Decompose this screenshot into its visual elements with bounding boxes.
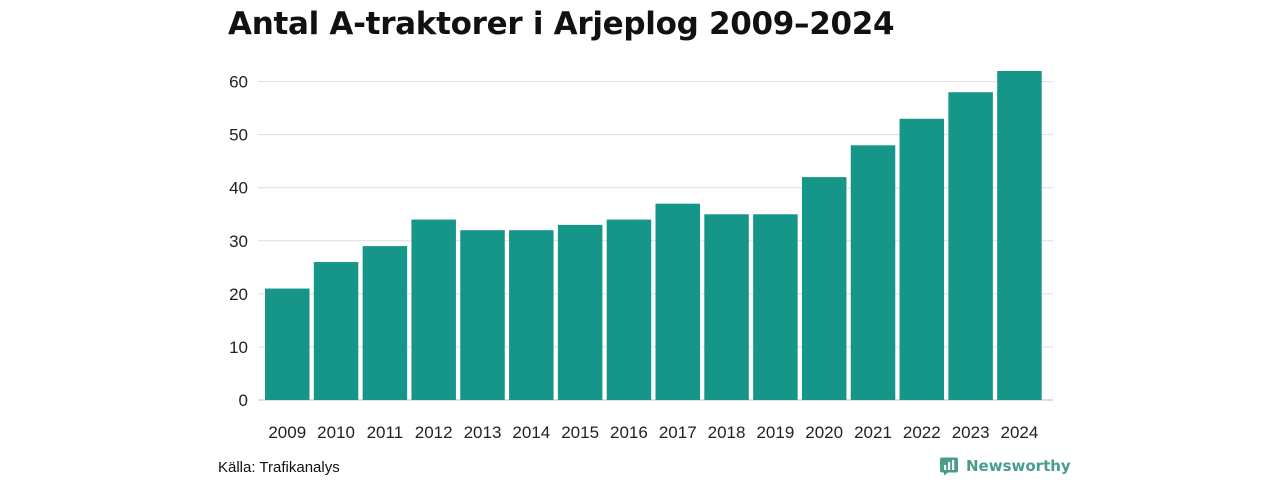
bar bbox=[753, 214, 798, 400]
bar bbox=[948, 92, 993, 401]
x-tick-label: 2016 bbox=[610, 423, 648, 442]
brand-logo: Newsworthy bbox=[939, 456, 1071, 476]
bar bbox=[997, 71, 1042, 400]
y-tick-label: 40 bbox=[229, 179, 248, 198]
bar bbox=[265, 288, 310, 400]
x-tick-label: 2010 bbox=[317, 423, 355, 442]
bars bbox=[265, 71, 1042, 401]
bar bbox=[460, 230, 505, 400]
x-tick-label: 2014 bbox=[512, 423, 550, 442]
bar bbox=[411, 219, 456, 400]
newsworthy-chart-icon bbox=[940, 457, 958, 476]
x-tick-label: 2023 bbox=[952, 423, 990, 442]
y-tick-label: 10 bbox=[229, 338, 248, 357]
bar bbox=[509, 230, 554, 400]
bar bbox=[704, 214, 749, 400]
x-tick-label: 2019 bbox=[756, 423, 794, 442]
bar bbox=[557, 224, 603, 400]
bar bbox=[850, 145, 896, 400]
x-tick-label: 2012 bbox=[415, 423, 453, 442]
bar bbox=[362, 246, 408, 400]
y-tick-label: 20 bbox=[229, 285, 248, 304]
y-tick-label: 60 bbox=[229, 73, 248, 92]
x-tick-label: 2022 bbox=[903, 423, 941, 442]
x-tick-label: 2021 bbox=[854, 423, 892, 442]
source-note: Källa: Trafikanalys bbox=[218, 459, 340, 476]
x-tick-label: 2017 bbox=[659, 423, 697, 442]
bar bbox=[313, 262, 359, 400]
y-axis-ticks: 0 10 20 30 40 50 60 bbox=[229, 73, 248, 410]
x-tick-label: 2009 bbox=[268, 423, 306, 442]
x-tick-label: 2013 bbox=[464, 423, 502, 442]
bar bbox=[606, 219, 652, 400]
bar bbox=[899, 118, 945, 401]
bar bbox=[655, 203, 701, 400]
x-tick-label: 2015 bbox=[561, 423, 599, 442]
x-tick-label: 2018 bbox=[708, 423, 746, 442]
x-axis-ticks: 2009 2010 2011 2012 2013 2014 2015 2016 2017 2018… bbox=[268, 423, 1038, 442]
y-tick-label: 50 bbox=[229, 126, 248, 145]
x-tick-label: 2011 bbox=[367, 423, 404, 442]
x-tick-label: 2024 bbox=[1001, 423, 1039, 442]
bar bbox=[801, 177, 847, 400]
y-tick-label: 30 bbox=[229, 232, 248, 251]
chart-title: Antal A-traktorer i Arjeplog 2009–2024 bbox=[228, 6, 895, 42]
brand-name: Newsworthy bbox=[966, 457, 1071, 475]
y-tick-label: 0 bbox=[239, 391, 248, 410]
x-tick-label: 2020 bbox=[805, 423, 843, 442]
